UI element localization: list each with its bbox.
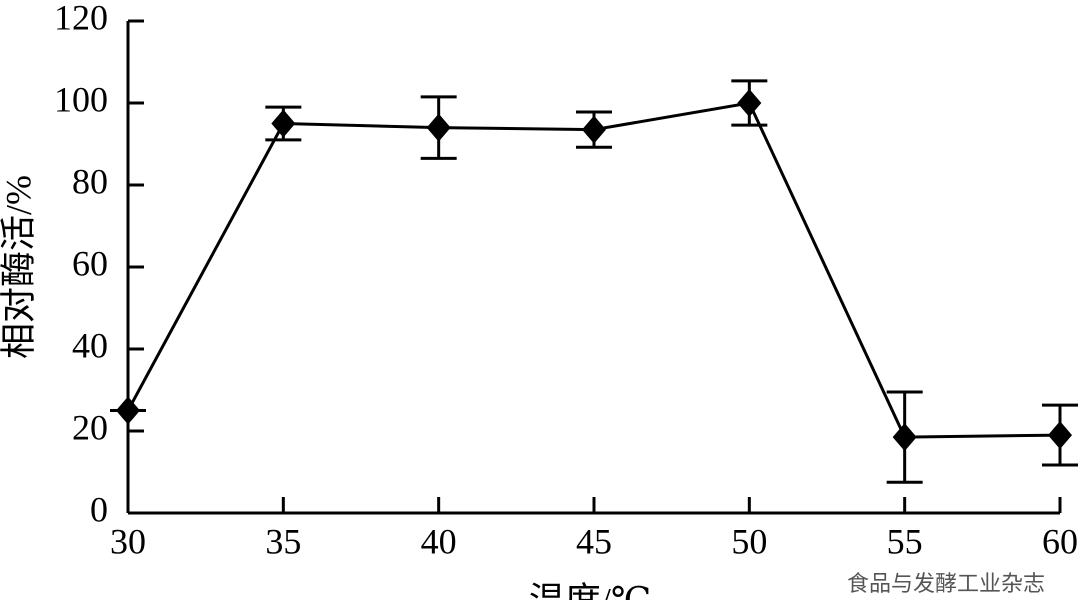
data-point xyxy=(582,115,606,144)
x-axis-label: 温度/℃ xyxy=(529,580,651,600)
x-tick-label: 30 xyxy=(110,521,146,561)
y-tick-label: 40 xyxy=(72,325,108,365)
y-tick-label: 120 xyxy=(54,0,108,37)
y-tick-label: 20 xyxy=(72,407,108,447)
x-tick-label: 35 xyxy=(265,521,301,561)
data-line xyxy=(126,101,1061,439)
y-tick-label: 100 xyxy=(54,79,108,119)
data-point xyxy=(892,423,917,452)
x-tick-label: 45 xyxy=(576,521,612,561)
data-point xyxy=(271,109,296,138)
y-tick-label: 60 xyxy=(72,243,108,283)
x-tick-label: 60 xyxy=(1042,521,1078,561)
y-axis-label: 相对酶活/% xyxy=(0,175,38,359)
x-tick-label: 40 xyxy=(421,521,457,561)
data-point xyxy=(737,89,762,117)
data-point xyxy=(1048,421,1072,450)
y-tick-label: 80 xyxy=(72,161,108,201)
x-tick-label: 50 xyxy=(731,521,767,561)
data-point xyxy=(426,113,451,142)
watermark: 食品与发酵工业杂志 xyxy=(847,572,1045,597)
y-tick-label: 0 xyxy=(90,489,108,529)
x-tick-label: 55 xyxy=(887,521,923,561)
data-point xyxy=(116,396,140,425)
